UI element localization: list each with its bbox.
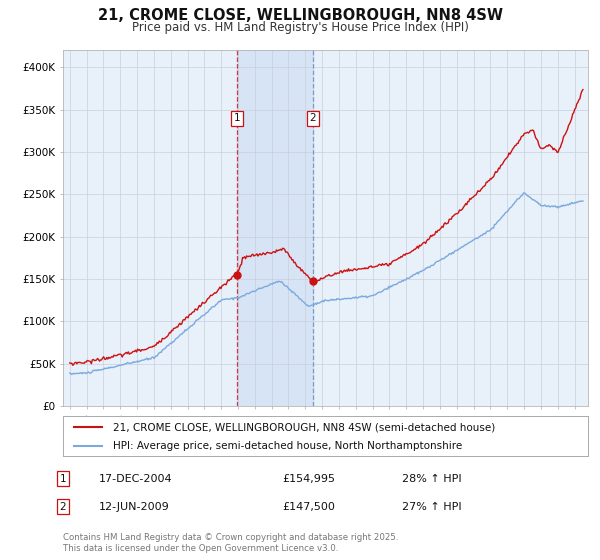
Text: 1: 1 bbox=[59, 474, 67, 484]
Text: 27% ↑ HPI: 27% ↑ HPI bbox=[402, 502, 461, 512]
Text: 2: 2 bbox=[59, 502, 67, 512]
Bar bbox=[238, 50, 313, 406]
Text: £147,500: £147,500 bbox=[282, 502, 335, 512]
Text: 28% ↑ HPI: 28% ↑ HPI bbox=[402, 474, 461, 484]
Text: 12-JUN-2009: 12-JUN-2009 bbox=[99, 502, 170, 512]
Text: 17-DEC-2004: 17-DEC-2004 bbox=[99, 474, 173, 484]
Text: £154,995: £154,995 bbox=[282, 474, 335, 484]
Text: HPI: Average price, semi-detached house, North Northamptonshire: HPI: Average price, semi-detached house,… bbox=[113, 441, 462, 451]
Text: 21, CROME CLOSE, WELLINGBOROUGH, NN8 4SW: 21, CROME CLOSE, WELLINGBOROUGH, NN8 4SW bbox=[97, 8, 503, 24]
Text: 21, CROME CLOSE, WELLINGBOROUGH, NN8 4SW (semi-detached house): 21, CROME CLOSE, WELLINGBOROUGH, NN8 4SW… bbox=[113, 422, 495, 432]
Text: 2: 2 bbox=[310, 113, 316, 123]
Text: Contains HM Land Registry data © Crown copyright and database right 2025.
This d: Contains HM Land Registry data © Crown c… bbox=[63, 533, 398, 553]
Text: 1: 1 bbox=[234, 113, 241, 123]
Text: Price paid vs. HM Land Registry's House Price Index (HPI): Price paid vs. HM Land Registry's House … bbox=[131, 21, 469, 34]
